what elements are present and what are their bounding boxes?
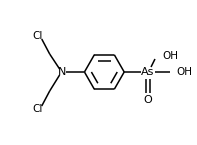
Text: N: N: [57, 67, 66, 77]
Text: OH: OH: [162, 51, 178, 61]
Text: As: As: [141, 67, 155, 77]
Text: O: O: [144, 95, 152, 105]
Text: OH: OH: [177, 67, 193, 77]
Text: Cl: Cl: [33, 31, 43, 41]
Text: Cl: Cl: [33, 104, 43, 114]
